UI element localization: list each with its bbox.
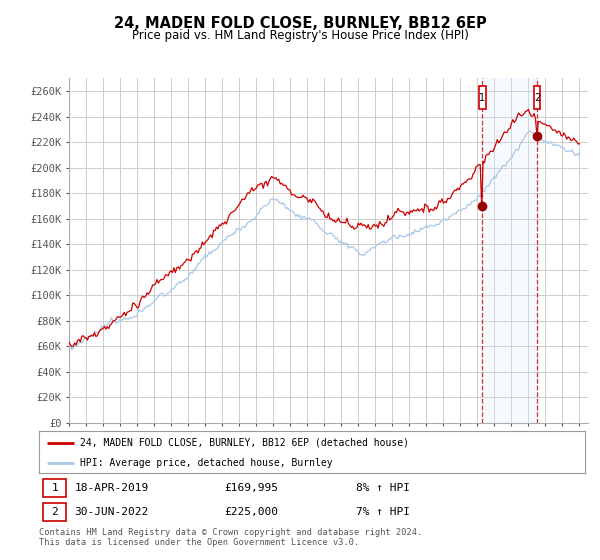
FancyBboxPatch shape (533, 86, 541, 109)
Text: 30-JUN-2022: 30-JUN-2022 (74, 507, 149, 517)
Text: 18-APR-2019: 18-APR-2019 (74, 483, 149, 493)
FancyBboxPatch shape (479, 86, 486, 109)
Text: 1: 1 (52, 483, 58, 493)
Bar (482, 78, 537, 423)
Text: 24, MADEN FOLD CLOSE, BURNLEY, BB12 6EP (detached house): 24, MADEN FOLD CLOSE, BURNLEY, BB12 6EP … (80, 438, 409, 448)
Text: 8% ↑ HPI: 8% ↑ HPI (356, 483, 410, 493)
Text: 7% ↑ HPI: 7% ↑ HPI (356, 507, 410, 517)
Text: 2: 2 (52, 507, 58, 517)
FancyBboxPatch shape (43, 479, 66, 497)
FancyBboxPatch shape (43, 503, 66, 521)
Text: £225,000: £225,000 (224, 507, 278, 517)
Text: HPI: Average price, detached house, Burnley: HPI: Average price, detached house, Burn… (80, 458, 332, 468)
Text: Contains HM Land Registry data © Crown copyright and database right 2024.
This d: Contains HM Land Registry data © Crown c… (39, 528, 422, 547)
Text: £169,995: £169,995 (224, 483, 278, 493)
Text: 2: 2 (534, 92, 540, 102)
Text: 1: 1 (479, 92, 485, 102)
Text: 24, MADEN FOLD CLOSE, BURNLEY, BB12 6EP: 24, MADEN FOLD CLOSE, BURNLEY, BB12 6EP (113, 16, 487, 31)
Text: Price paid vs. HM Land Registry's House Price Index (HPI): Price paid vs. HM Land Registry's House … (131, 29, 469, 42)
